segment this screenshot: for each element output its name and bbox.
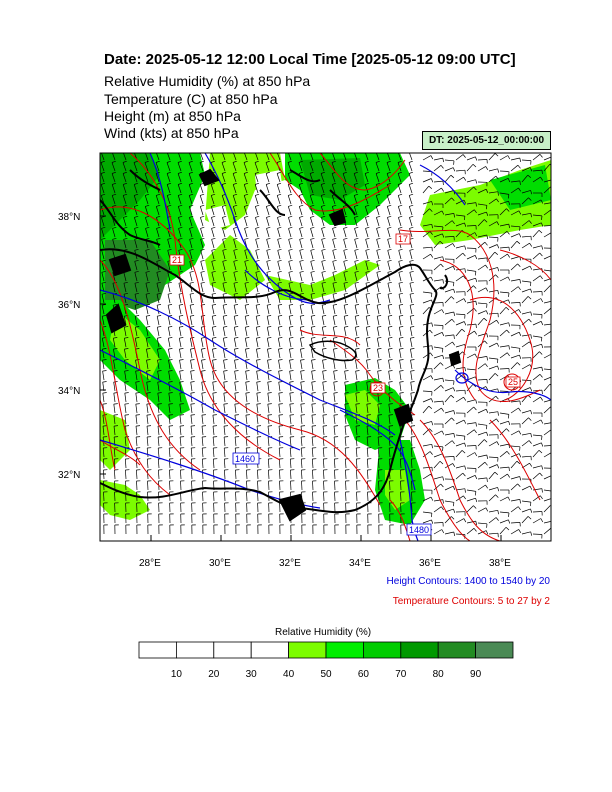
- colorbar-label: 30: [245, 669, 257, 680]
- lat-label-38: 38°N: [58, 212, 80, 223]
- rh-line: Relative Humidity (%) at 850 hPa: [104, 73, 311, 89]
- lon-label-28: 28°E: [139, 558, 161, 569]
- temp-label-21: 21: [172, 255, 182, 265]
- temp-label-17: 17: [398, 234, 408, 244]
- lon-label-34: 34°E: [349, 558, 371, 569]
- contour-labels: 1460 1480 17 21 23 25: [169, 233, 521, 536]
- lon-label-36: 36°E: [419, 558, 441, 569]
- colorbar-label: 10: [170, 669, 182, 680]
- colorbar-swatch: [250, 641, 289, 659]
- height-contour-note: Height Contours: 1400 to 1540 by 20: [386, 576, 550, 587]
- lat-label-36: 36°N: [58, 300, 80, 311]
- colorbar-title: Relative Humidity (%): [275, 627, 372, 638]
- temperature-contour-note: Temperature Contours: 5 to 27 by 2: [392, 596, 550, 607]
- temp-label-23: 23: [373, 383, 383, 393]
- colorbar-swatch: [475, 641, 514, 659]
- dt-badge: DT: 2025-05-12_00:00:00: [422, 131, 551, 150]
- wind-line: Wind (kts) at 850 hPa: [104, 125, 239, 141]
- lon-label-32: 32°E: [279, 558, 301, 569]
- colorbar-swatch: [288, 641, 327, 659]
- height-line: Height (m) at 850 hPa: [104, 108, 241, 124]
- height-contours: [100, 153, 551, 541]
- colorbar-swatch: [213, 641, 252, 659]
- colorbar-swatch: [325, 641, 364, 659]
- colorbar-label: 60: [357, 669, 369, 680]
- colorbar-label: 70: [395, 669, 407, 680]
- temp-label-25: 25: [508, 377, 518, 387]
- height-label-1480: 1480: [409, 525, 429, 535]
- height-label-1460: 1460: [235, 454, 255, 464]
- colorbar-label: 20: [208, 669, 220, 680]
- colorbar-swatch: [437, 641, 477, 659]
- temp-line: Temperature (C) at 850 hPa: [104, 91, 278, 107]
- colorbar-swatch: [175, 641, 215, 659]
- lon-label-30: 30°E: [209, 558, 231, 569]
- colorbar-swatch: [138, 641, 177, 659]
- axis-ticks: [100, 215, 502, 541]
- lat-label-34: 34°N: [58, 386, 80, 397]
- title: Date: 2025-05-12 12:00 Local Time [2025-…: [104, 51, 516, 68]
- colorbar-label: 90: [470, 669, 482, 680]
- lat-label-32: 32°N: [58, 470, 80, 481]
- lon-label-38: 38°E: [489, 558, 511, 569]
- map-frame: [99, 152, 552, 542]
- colorbar-label: 80: [432, 669, 444, 680]
- colorbar: [138, 641, 514, 659]
- colorbar-swatch: [400, 641, 439, 659]
- coastline: [100, 168, 462, 522]
- colorbar-label: 50: [320, 669, 332, 680]
- colorbar-label: 40: [283, 669, 295, 680]
- colorbar-swatch: [362, 641, 402, 659]
